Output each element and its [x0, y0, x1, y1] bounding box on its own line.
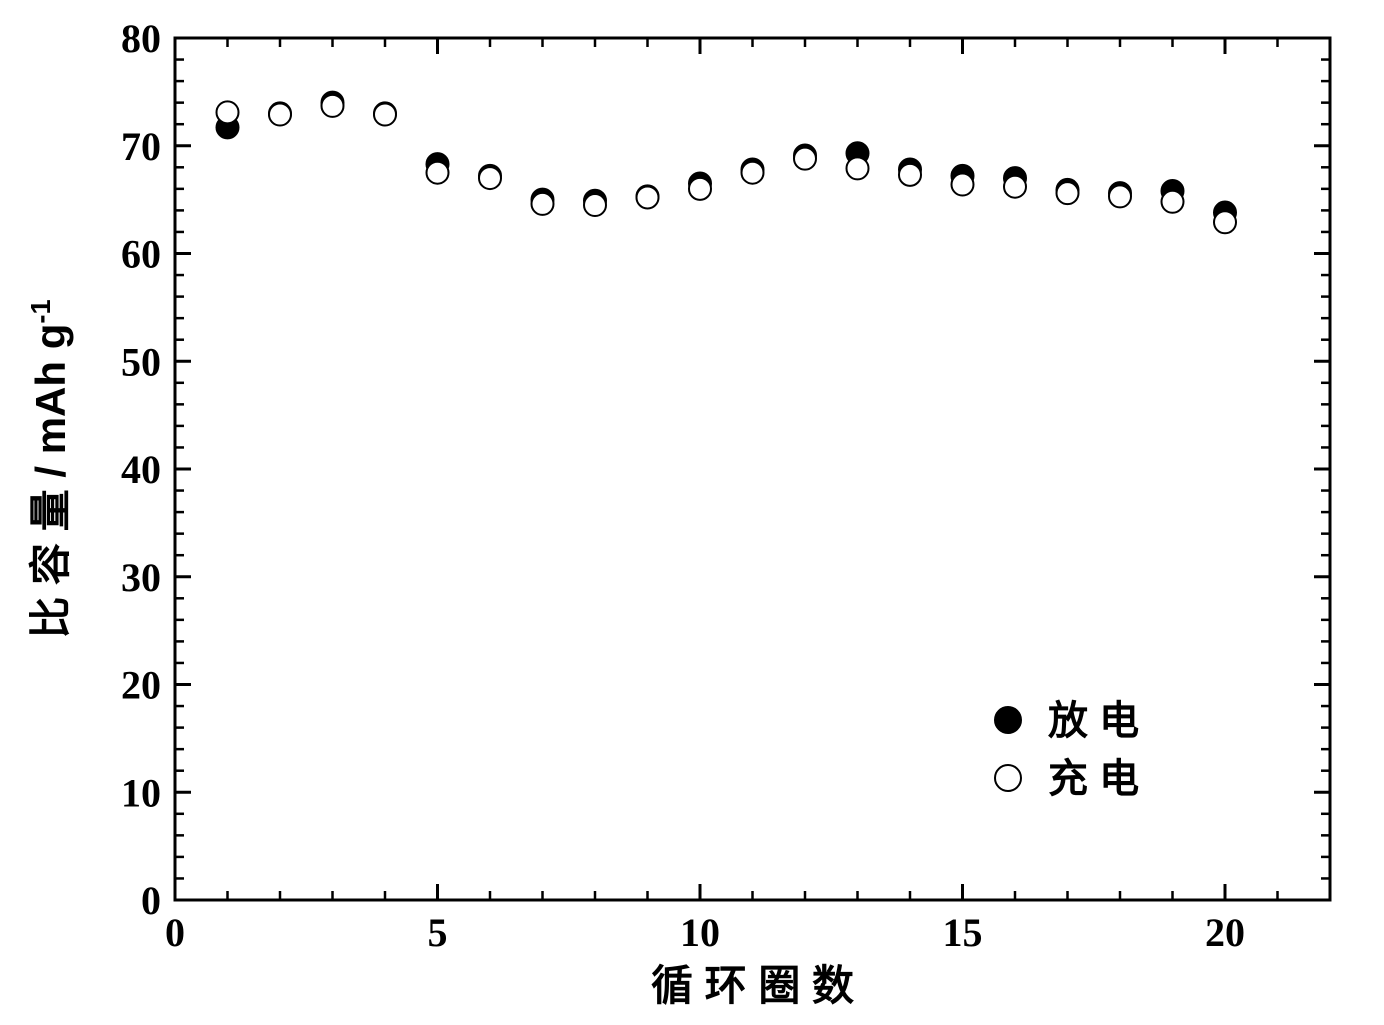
point-charge: [322, 95, 344, 117]
y-tick-label: 30: [121, 555, 161, 600]
point-charge: [532, 193, 554, 215]
legend-label-charge: 充 电: [1048, 757, 1139, 801]
y-tick-label: 20: [121, 663, 161, 708]
point-charge: [479, 167, 501, 189]
x-tick-label: 0: [165, 910, 185, 955]
point-charge: [847, 157, 869, 179]
y-tick-label: 10: [121, 770, 161, 815]
point-charge: [1162, 191, 1184, 213]
x-tick-label: 5: [428, 910, 448, 955]
legend-marker-charge: [995, 765, 1021, 791]
scatter-chart: 0 5 10 15 20 0 10 20 30 40 50 60 70 80 循 环 圈 数 比 容 量 / …: [0, 0, 1384, 1025]
point-charge: [1057, 182, 1079, 204]
y-tick-label: 60: [121, 232, 161, 277]
series-charge: [217, 95, 1237, 233]
point-charge: [1214, 211, 1236, 233]
point-charge: [899, 164, 921, 186]
point-charge: [742, 162, 764, 184]
point-charge: [637, 186, 659, 208]
y-tick-label: 0: [141, 878, 161, 923]
legend-marker-discharge: [995, 707, 1021, 733]
point-charge: [427, 162, 449, 184]
point-charge: [269, 104, 291, 126]
y-tick-label: 40: [121, 447, 161, 492]
x-tick-label: 10: [680, 910, 720, 955]
point-charge: [794, 148, 816, 170]
svg-text:比 容 量 / mAh g-1: 比 容 量 / mAh g-1: [25, 299, 75, 638]
x-tick-label: 15: [943, 910, 983, 955]
y-tick-label: 70: [121, 124, 161, 169]
point-charge: [584, 194, 606, 216]
point-charge: [217, 101, 239, 123]
point-charge: [689, 178, 711, 200]
legend-label-discharge: 放 电: [1048, 699, 1139, 743]
x-tick-label: 20: [1205, 910, 1245, 955]
chart-container: 0 5 10 15 20 0 10 20 30 40 50 60 70 80 循 环 圈 数 比 容 量 / …: [0, 0, 1384, 1025]
y-tick-label: 50: [121, 339, 161, 384]
point-charge: [952, 174, 974, 196]
series-discharge: [217, 92, 1237, 224]
x-axis-label: 循 环 圈 数: [651, 962, 854, 1009]
legend: 放 电充 电: [995, 699, 1139, 801]
point-charge: [1004, 176, 1026, 198]
y-axis-label: 比 容 量 / mAh g-1: [25, 299, 75, 638]
point-charge: [374, 104, 396, 126]
point-charge: [1109, 185, 1131, 207]
y-tick-label: 80: [121, 16, 161, 61]
